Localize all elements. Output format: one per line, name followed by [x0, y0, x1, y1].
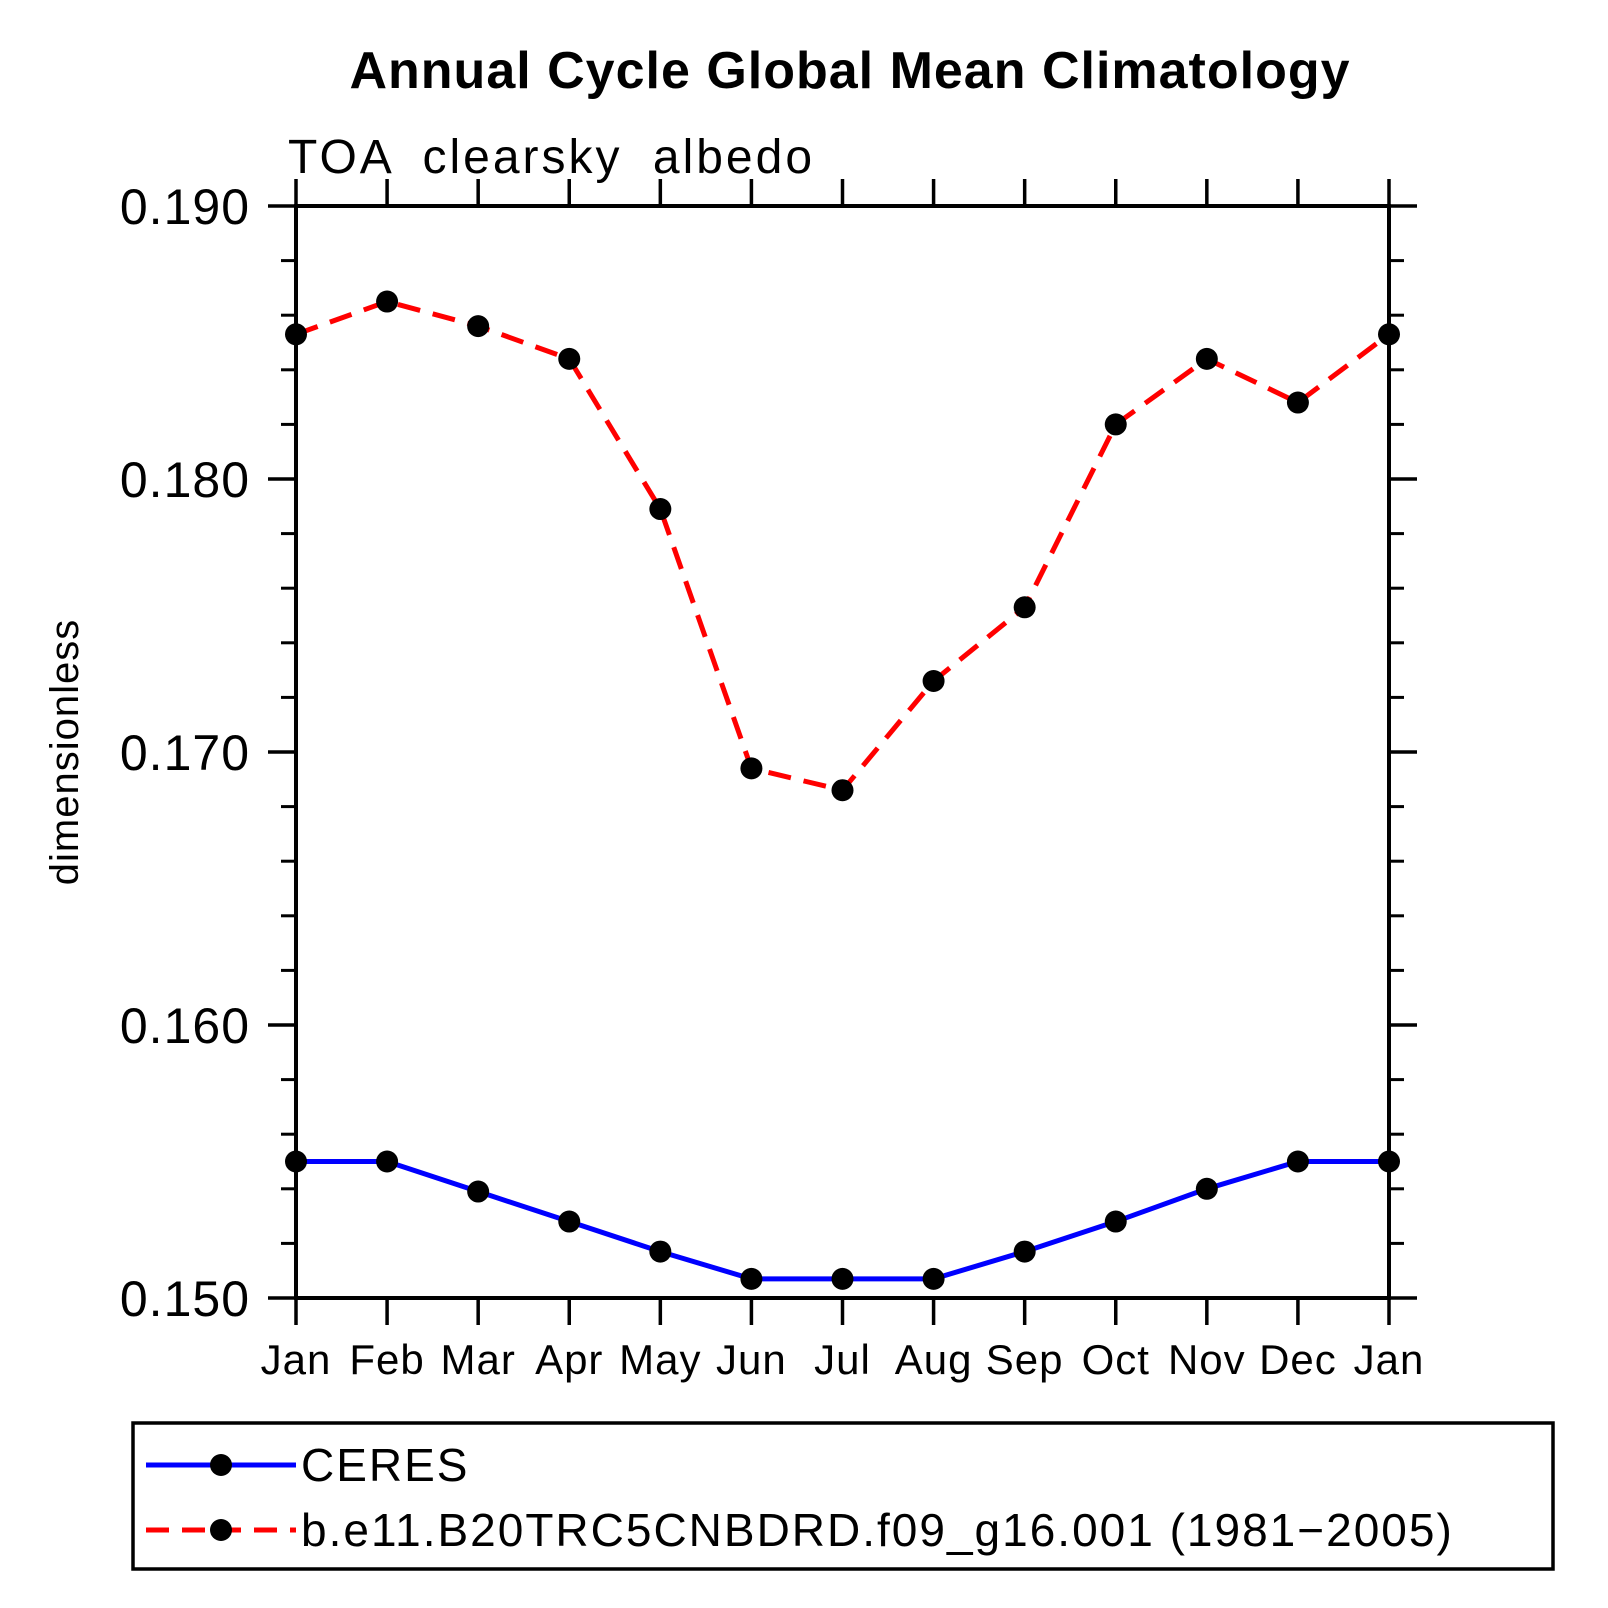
- data-point-model: [649, 498, 672, 521]
- data-point-ceres: [740, 1267, 763, 1290]
- legend: CERES b.e11.B20TRC5CNBDRD.f09_g16.001 (1…: [131, 1421, 1555, 1571]
- data-point-ceres: [558, 1210, 581, 1233]
- data-point-ceres: [1286, 1150, 1309, 1173]
- axis-ticks: [268, 179, 1417, 1325]
- data-point-model: [1195, 347, 1218, 370]
- data-point-model: [285, 323, 307, 346]
- data-point-ceres: [1104, 1210, 1127, 1233]
- data-point-ceres: [649, 1240, 672, 1263]
- x-tick-label: Jul: [814, 1336, 871, 1383]
- data-point-model: [1378, 323, 1400, 346]
- legend-box: [131, 1421, 1555, 1571]
- y-axis-tick-labels: 0.190 0.180 0.170 0.160 0.150: [120, 179, 250, 1327]
- data-point-ceres: [922, 1267, 945, 1290]
- series-line-model: [295, 298, 1391, 794]
- x-tick-label: Jan: [1354, 1336, 1425, 1383]
- data-point-model: [467, 315, 490, 338]
- x-tick-label: Oct: [1082, 1336, 1150, 1383]
- series-line-ceres: [296, 1159, 1389, 1282]
- series-layer: [285, 290, 1400, 1290]
- y-tick-label: 0.190: [120, 179, 250, 235]
- data-point-model: [740, 757, 763, 780]
- y-axis-label: dimensionless: [43, 619, 87, 885]
- legend-marker-model: [210, 1519, 232, 1541]
- data-point-model: [1104, 413, 1127, 436]
- x-tick-label: Dec: [1259, 1336, 1337, 1383]
- data-point-ceres: [1195, 1177, 1218, 1200]
- legend-label-ceres: CERES: [301, 1439, 469, 1491]
- chart-subtitle: TOA clearsky albedo: [288, 131, 815, 184]
- x-axis-tick-labels: Jan Feb Mar Apr May Jun Jul Aug Sep Oct Nov Dec Jan: [261, 1336, 1425, 1383]
- data-point-model: [558, 347, 581, 370]
- data-point-ceres: [1013, 1240, 1036, 1263]
- legend-label-model: b.e11.B20TRC5CNBDRD.f09_g16.001 (1981−20…: [301, 1504, 1454, 1556]
- x-tick-label: Aug: [895, 1336, 973, 1383]
- data-point-model: [1013, 596, 1036, 619]
- y-tick-label: 0.180: [120, 452, 250, 508]
- y-tick-label: 0.160: [120, 998, 250, 1054]
- plot-frame: [294, 204, 1391, 1300]
- data-point-model: [831, 779, 854, 802]
- data-point-ceres: [376, 1150, 399, 1173]
- x-tick-label: Sep: [986, 1336, 1064, 1383]
- x-tick-label: Feb: [349, 1336, 424, 1383]
- legend-marker-ceres: [210, 1454, 232, 1476]
- y-tick-label: 0.150: [120, 1271, 250, 1327]
- y-tick-label: 0.170: [120, 725, 250, 781]
- x-tick-label: Jun: [716, 1336, 787, 1383]
- x-tick-label: Mar: [440, 1336, 515, 1383]
- chart-title: Annual Cycle Global Mean Climatology: [349, 42, 1350, 100]
- data-point-ceres: [285, 1150, 307, 1173]
- data-point-model: [376, 290, 399, 313]
- data-point-ceres: [1378, 1150, 1400, 1173]
- x-tick-label: Apr: [535, 1336, 603, 1383]
- x-tick-label: May: [619, 1336, 701, 1383]
- data-point-model: [1286, 391, 1309, 414]
- data-point-model: [922, 670, 945, 693]
- data-point-ceres: [831, 1267, 854, 1290]
- data-point-ceres: [467, 1180, 490, 1203]
- x-tick-label: Nov: [1168, 1336, 1246, 1383]
- x-tick-label: Jan: [261, 1336, 332, 1383]
